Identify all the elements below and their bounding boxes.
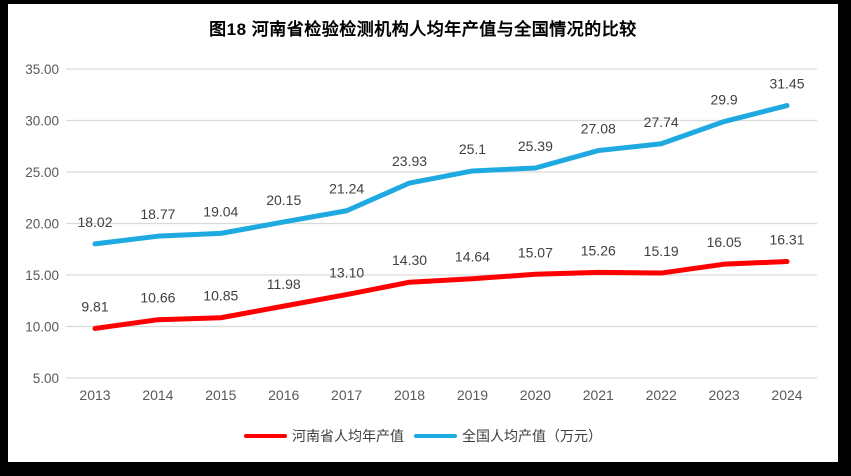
data-label: 14.64	[455, 249, 490, 265]
chart-legend: 河南省人均年产值 全国人均产值（万元）	[8, 426, 838, 446]
data-label: 31.45	[769, 76, 804, 92]
x-tick-label: 2019	[457, 387, 488, 403]
legend-label-national: 全国人均产值（万元）	[462, 428, 602, 444]
x-tick-label: 2024	[771, 387, 802, 403]
henan-series-line	[92, 259, 790, 331]
data-label: 25.1	[459, 141, 486, 157]
data-label: 16.05	[707, 234, 742, 250]
y-tick-label: 30.00	[25, 114, 59, 129]
chart-title: 图18 河南省检验检测机构人均年产值与全国情况的比较	[209, 20, 637, 39]
chart-frame: 5.00 10.00 15.00 20.00 25.00 30.00 35.00 2013 20…	[8, 4, 838, 462]
line-chart: 5.00 10.00 15.00 20.00 25.00 30.00 35.00 2013 20…	[25, 62, 817, 403]
data-label: 25.39	[518, 138, 553, 154]
data-label: 23.93	[392, 153, 427, 169]
henan-line-swatch-icon	[244, 434, 287, 438]
data-label: 15.07	[518, 244, 553, 260]
data-label: 10.66	[140, 290, 175, 306]
x-tick-label: 2017	[331, 387, 362, 403]
data-label: 18.77	[140, 206, 175, 222]
y-tick-label: 25.00	[25, 165, 59, 180]
national-line-swatch-icon	[414, 434, 457, 438]
data-label: 21.24	[329, 181, 364, 197]
y-tick-label: 5.00	[33, 371, 59, 386]
data-label: 15.26	[581, 242, 616, 258]
x-tick-label: 2022	[646, 387, 677, 403]
legend-label-henan: 河南省人均年产值	[292, 428, 404, 444]
x-tick-label: 2016	[268, 387, 299, 403]
data-label: 27.74	[644, 114, 679, 130]
x-tick-label: 2023	[709, 387, 740, 403]
y-tick-label: 20.00	[25, 217, 59, 232]
x-tick-label: 2020	[520, 387, 551, 403]
x-tick-label: 2013	[79, 387, 110, 403]
data-label: 11.98	[267, 276, 301, 292]
x-tick-label: 2021	[583, 387, 614, 403]
legend-item-national: 全国人均产值（万元）	[414, 426, 602, 446]
data-label: 29.9	[710, 92, 737, 108]
data-label: 20.15	[266, 192, 301, 208]
y-tick-label: 15.00	[25, 268, 59, 283]
data-label: 19.04	[203, 203, 238, 219]
data-label: 14.30	[392, 252, 427, 268]
national-series-line	[92, 103, 790, 247]
x-tick-label: 2015	[205, 387, 236, 403]
y-tick-label: 10.00	[25, 320, 59, 335]
data-label: 13.10	[329, 265, 364, 281]
y-tick-label: 35.00	[25, 62, 59, 77]
x-tick-label: 2014	[142, 387, 173, 403]
x-tick-label: 2018	[394, 387, 425, 403]
data-label: 16.31	[769, 232, 804, 248]
data-label: 18.02	[77, 214, 112, 230]
data-label: 9.81	[81, 298, 108, 314]
data-label: 27.08	[581, 121, 616, 137]
data-label: 10.85	[203, 288, 238, 304]
data-label: 15.19	[644, 243, 679, 259]
legend-item-henan: 河南省人均年产值	[244, 426, 404, 446]
